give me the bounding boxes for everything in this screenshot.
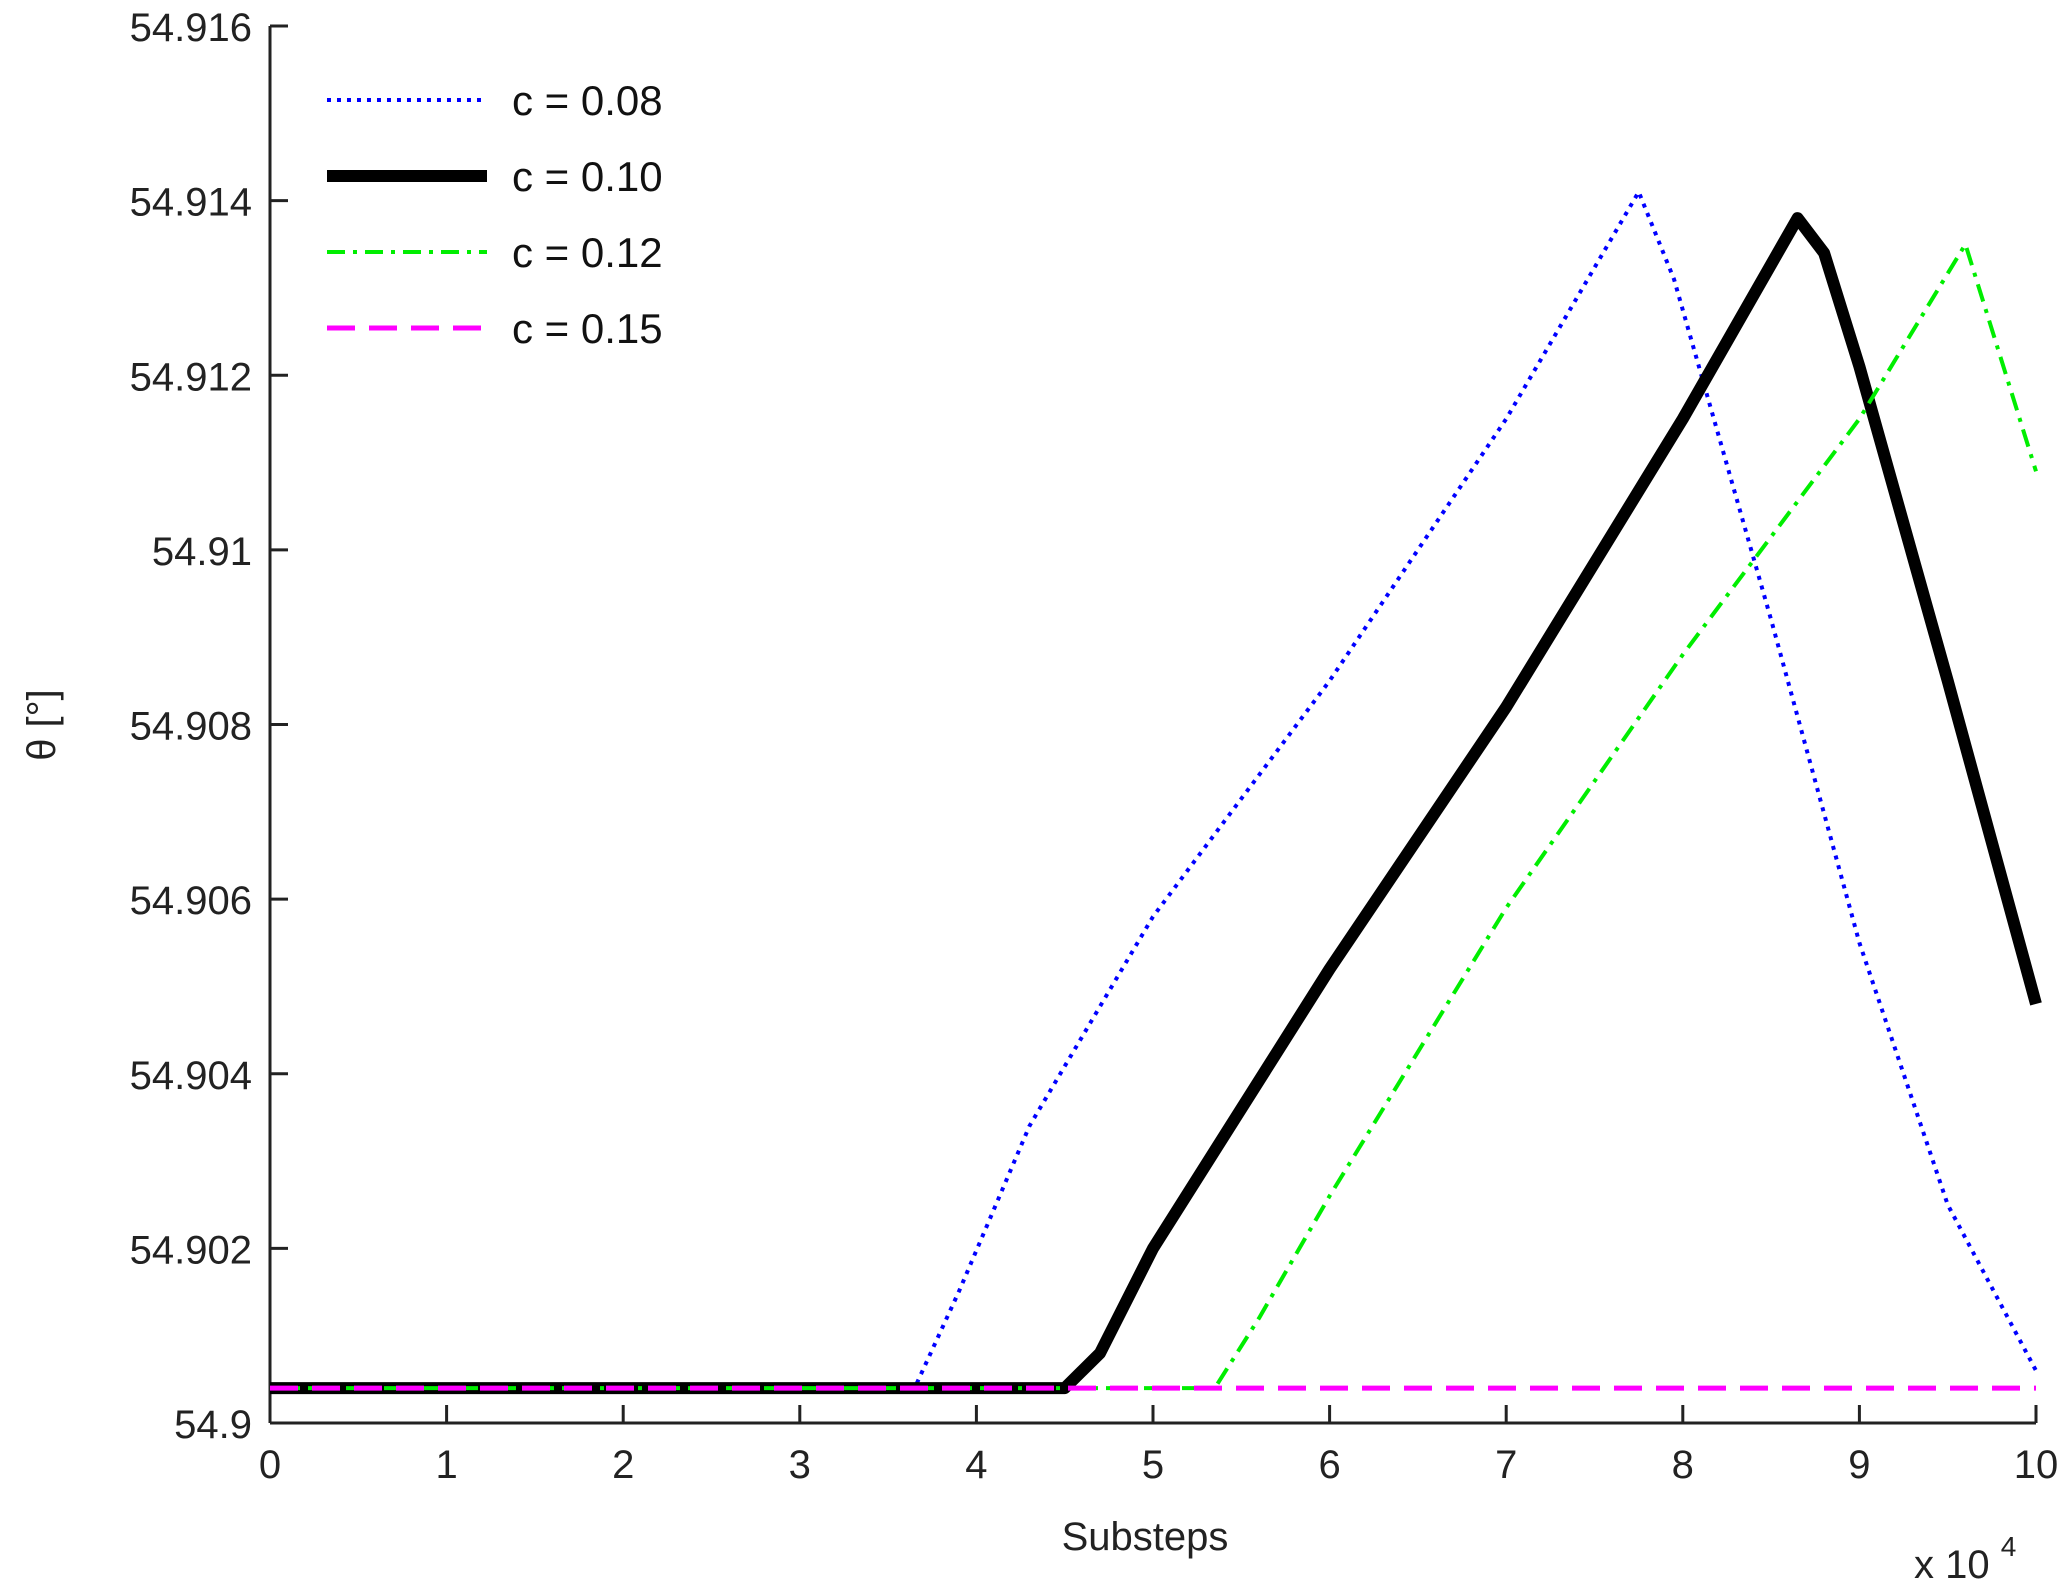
x-tick-label: 10 [2014, 1443, 2059, 1487]
y-tick-label: 54.914 [130, 181, 252, 225]
x-tick-label: 6 [1318, 1443, 1340, 1487]
y-tick-label: 54.912 [130, 355, 252, 399]
x-tick-label: 8 [1672, 1443, 1694, 1487]
legend-label-1: c = 0.08 [512, 77, 663, 124]
legend: c = 0.08 c = 0.10 c = 0.12 c = 0.15 [327, 77, 663, 352]
y-tick-label: 54.9 [174, 1403, 252, 1447]
y-tick-label: 54.91 [152, 530, 252, 574]
legend-label-4: c = 0.15 [512, 305, 663, 352]
ticks: 0 1 2 3 4 5 6 7 8 9 10 54.9 54.902 54.904 54.906 54.908… [130, 6, 2059, 1487]
x-tick-label: 3 [789, 1443, 811, 1487]
x-multiplier-base: x 10 [1914, 1543, 1990, 1586]
x-tick-label: 7 [1495, 1443, 1517, 1487]
x-multiplier-exponent: 4 [2001, 1531, 2017, 1562]
y-tick-label: 54.916 [130, 6, 252, 50]
series-line-2 [270, 212, 2042, 1395]
series-layer [270, 189, 2042, 1395]
y-tick-label: 54.904 [130, 1054, 252, 1098]
x-tick-label: 5 [1142, 1443, 1164, 1487]
x-tick-label: 4 [965, 1443, 987, 1487]
series-line-3 [270, 242, 2038, 1391]
y-tick-label: 54.902 [130, 1228, 252, 1272]
x-tick-label: 9 [1848, 1443, 1870, 1487]
y-tick-label: 54.906 [130, 879, 252, 923]
legend-label-3: c = 0.12 [512, 229, 663, 276]
x-axis-label: Substeps [1062, 1515, 1229, 1559]
y-tick-label: 54.908 [130, 705, 252, 749]
y-axis-label: θ [°] [20, 689, 64, 761]
x-tick-label: 2 [612, 1443, 634, 1487]
x-multiplier-label: x 10 4 [1914, 1531, 2016, 1586]
x-tick-label: 1 [435, 1443, 457, 1487]
legend-label-2: c = 0.10 [512, 153, 663, 200]
x-tick-label: 0 [259, 1443, 281, 1487]
series-line-1 [270, 189, 2038, 1391]
